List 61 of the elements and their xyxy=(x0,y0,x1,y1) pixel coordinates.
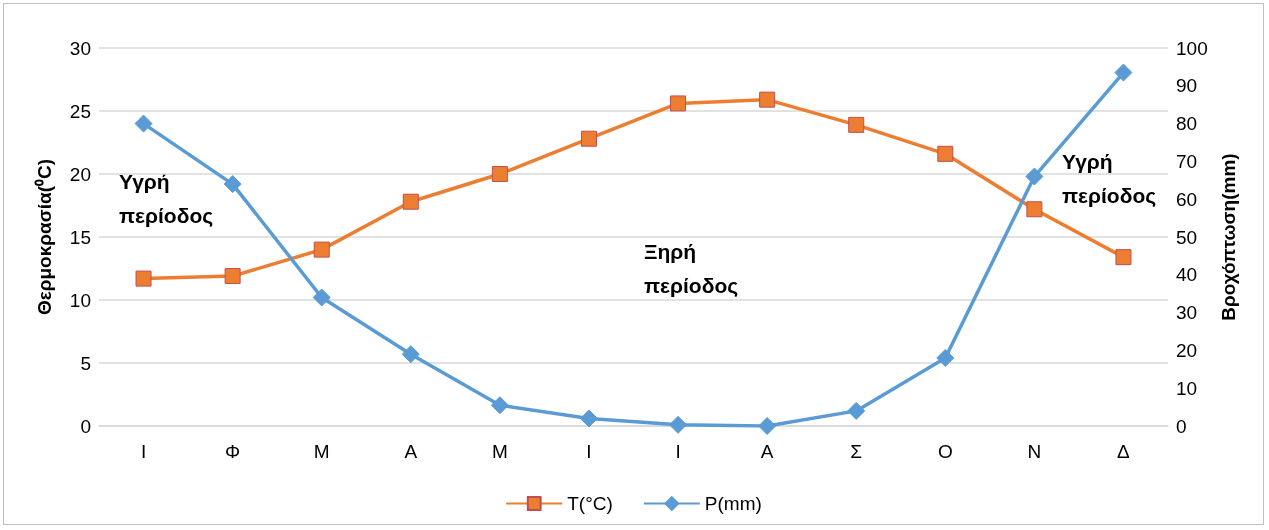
annotation: Υγρή περίοδος xyxy=(1062,149,1157,208)
y2-tick-label: 20 xyxy=(1176,339,1198,361)
point xyxy=(937,145,954,162)
point xyxy=(1025,167,1044,186)
annotation: Υγρή περίοδος xyxy=(119,169,214,228)
y-axis-title: Θερμοκρασία(⁰C) xyxy=(34,158,55,316)
point xyxy=(1114,63,1133,82)
y2-tick-label: 50 xyxy=(1176,226,1198,248)
point xyxy=(758,417,777,435)
point xyxy=(1115,249,1132,266)
y2-tick-label: 70 xyxy=(1176,150,1198,172)
y2-tick-label: 0 xyxy=(1176,415,1187,437)
y2-tick-label: 100 xyxy=(1176,37,1208,59)
point xyxy=(669,415,688,434)
point xyxy=(491,166,508,182)
point xyxy=(490,396,509,415)
x-tick-label: Ι xyxy=(675,441,681,462)
point xyxy=(224,268,241,285)
point xyxy=(759,91,776,108)
y2-tick-label: 60 xyxy=(1176,188,1198,210)
point xyxy=(580,130,597,147)
point xyxy=(313,241,330,258)
y-tick-label: 30 xyxy=(69,37,91,59)
y-tick-label: 5 xyxy=(80,352,91,374)
y-tick-label: 0 xyxy=(80,415,91,437)
point xyxy=(223,175,242,194)
point xyxy=(134,114,153,133)
y-tick-label: 20 xyxy=(69,163,91,185)
x-tick-label: Ι xyxy=(586,441,592,462)
y2-axis-title: Βροχόπτωση(mm) xyxy=(1217,153,1239,321)
x-tick-label: Ν xyxy=(1027,441,1042,462)
x-tick-label: Φ xyxy=(225,441,241,462)
y2-tick-label: 80 xyxy=(1176,113,1198,135)
point xyxy=(670,95,687,112)
x-tick-label: Α xyxy=(760,441,774,462)
legend-label: T(°C) xyxy=(567,493,613,514)
x-tick-label: Δ xyxy=(1117,441,1131,462)
x-tick-label: Σ xyxy=(850,441,863,462)
y2-tick-label: 10 xyxy=(1176,377,1198,399)
annotation: Ξηρή περίοδος xyxy=(644,239,739,298)
point xyxy=(401,345,420,364)
legend-label: P(mm) xyxy=(704,493,762,514)
x-tick-label: Ι xyxy=(140,441,147,462)
point xyxy=(402,193,419,210)
y-tick-label: 10 xyxy=(69,289,91,311)
x-tick-label: Μ xyxy=(313,441,330,462)
point xyxy=(936,348,955,367)
y2-tick-label: 40 xyxy=(1176,264,1198,286)
x-tick-label: Μ xyxy=(491,441,508,462)
y-tick-label: 25 xyxy=(69,100,91,122)
y2-tick-label: 30 xyxy=(1176,302,1198,324)
point xyxy=(135,270,152,287)
point xyxy=(848,116,865,133)
x-tick-label: Α xyxy=(404,441,418,462)
y2-tick-label: 90 xyxy=(1176,75,1198,97)
point xyxy=(1026,201,1043,218)
point xyxy=(847,401,866,420)
point xyxy=(579,409,598,428)
point xyxy=(312,288,331,307)
y-tick-label: 15 xyxy=(69,226,91,248)
x-tick-label: Ο xyxy=(937,441,953,462)
